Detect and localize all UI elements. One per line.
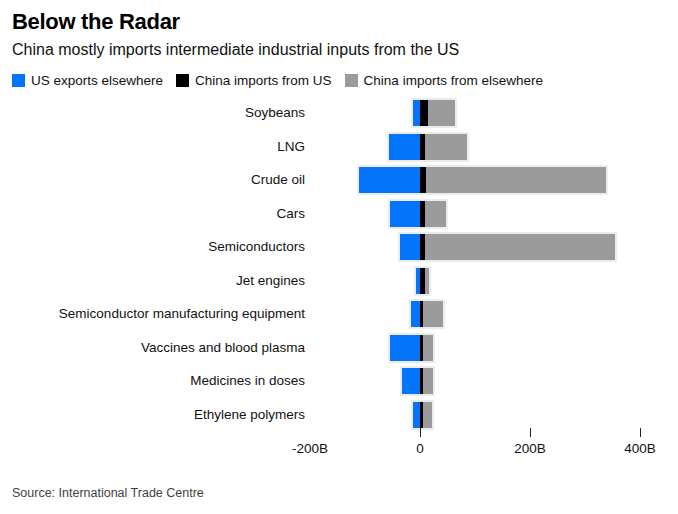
bar-row-cars: [390, 201, 446, 227]
category-label-semiconductors: Semiconductors: [0, 234, 305, 260]
bar-segment-china-imports-from-elsewhere: [426, 167, 606, 193]
bar-row-lng: [389, 134, 467, 160]
category-label-soybeans: Soybeans: [0, 100, 305, 126]
legend-swatch-black-icon: [176, 74, 189, 87]
legend-label: US exports elsewhere: [31, 73, 163, 88]
legend-label: China imports from elsewhere: [364, 73, 543, 88]
bar-row-medicines-in-doses: [402, 368, 433, 394]
x-axis-label-200b: 200B: [514, 441, 546, 456]
category-label-jet-engines: Jet engines: [0, 268, 305, 294]
bar-segment-china-imports-from-us: [420, 100, 428, 126]
source-note: Source: International Trade Centre: [12, 486, 204, 500]
x-axis-tick-0: [420, 428, 421, 437]
category-label-cars: Cars: [0, 201, 305, 227]
bar-segment-china-imports-from-elsewhere: [425, 268, 429, 294]
category-label-semiconductor-manufacturing-equipment: Semiconductor manufacturing equipment: [0, 301, 305, 327]
x-axis-tick-400: [640, 428, 641, 437]
bar-segment-us-exports-elsewhere: [400, 234, 420, 260]
bar-segment-us-exports-elsewhere: [413, 100, 420, 126]
category-label-ethylene-polymers: Ethylene polymers: [0, 402, 305, 428]
chart-title: Below the Radar: [12, 9, 180, 35]
legend-item-china-imports-from-elsewhere: China imports from elsewhere: [345, 73, 543, 88]
bar-row-ethylene-polymers: [413, 402, 432, 428]
bar-segment-china-imports-from-elsewhere: [425, 234, 615, 260]
legend-item-us-exports-elsewhere: US exports elsewhere: [12, 73, 163, 88]
bar-segment-china-imports-from-elsewhere: [423, 368, 433, 394]
x-axis-label-0: 0: [416, 441, 424, 456]
bar-row-semiconductors: [400, 234, 615, 260]
x-axis-label-400b: 400B: [624, 441, 656, 456]
bar-segment-china-imports-from-elsewhere: [428, 100, 454, 126]
bar-row-soybeans: [413, 100, 455, 126]
bar-segment-us-exports-elsewhere: [389, 134, 420, 160]
bar-segment-us-exports-elsewhere: [413, 402, 420, 428]
bar-segment-us-exports-elsewhere: [402, 368, 420, 394]
legend-item-china-imports-from-us: China imports from US: [176, 73, 332, 88]
bar-row-vaccines-and-blood-plasma: [390, 335, 432, 361]
legend-label: China imports from US: [195, 73, 332, 88]
bar-segment-china-imports-from-elsewhere: [423, 335, 433, 361]
x-axis-tick-200: [530, 428, 531, 437]
chart-legend: US exports elsewhere China imports from …: [12, 73, 543, 88]
x-axis-label-200b: -200B: [292, 441, 328, 456]
bar-segment-china-imports-from-elsewhere: [425, 134, 466, 160]
bar-row-jet-engines: [416, 268, 429, 294]
category-label-medicines-in-doses: Medicines in doses: [0, 368, 305, 394]
chart-figure: Below the Radar China mostly imports int…: [0, 0, 678, 514]
chart-subtitle: China mostly imports intermediate indust…: [12, 41, 459, 59]
bar-row-semiconductor-manufacturing-equipment: [411, 301, 442, 327]
bar-segment-china-imports-from-elsewhere: [423, 402, 432, 428]
bar-segment-us-exports-elsewhere: [390, 201, 420, 227]
bar-segment-china-imports-from-elsewhere: [423, 301, 442, 327]
category-label-lng: LNG: [0, 134, 305, 160]
category-label-crude-oil: Crude oil: [0, 167, 305, 193]
legend-swatch-blue-icon: [12, 74, 25, 87]
bar-segment-us-exports-elsewhere: [390, 335, 420, 361]
bar-row-crude-oil: [359, 167, 606, 193]
bar-segment-us-exports-elsewhere: [359, 167, 420, 193]
bar-segment-china-imports-from-elsewhere: [425, 201, 446, 227]
category-label-vaccines-and-blood-plasma: Vaccines and blood plasma: [0, 335, 305, 361]
bar-segment-us-exports-elsewhere: [411, 301, 420, 327]
legend-swatch-gray-icon: [345, 74, 358, 87]
